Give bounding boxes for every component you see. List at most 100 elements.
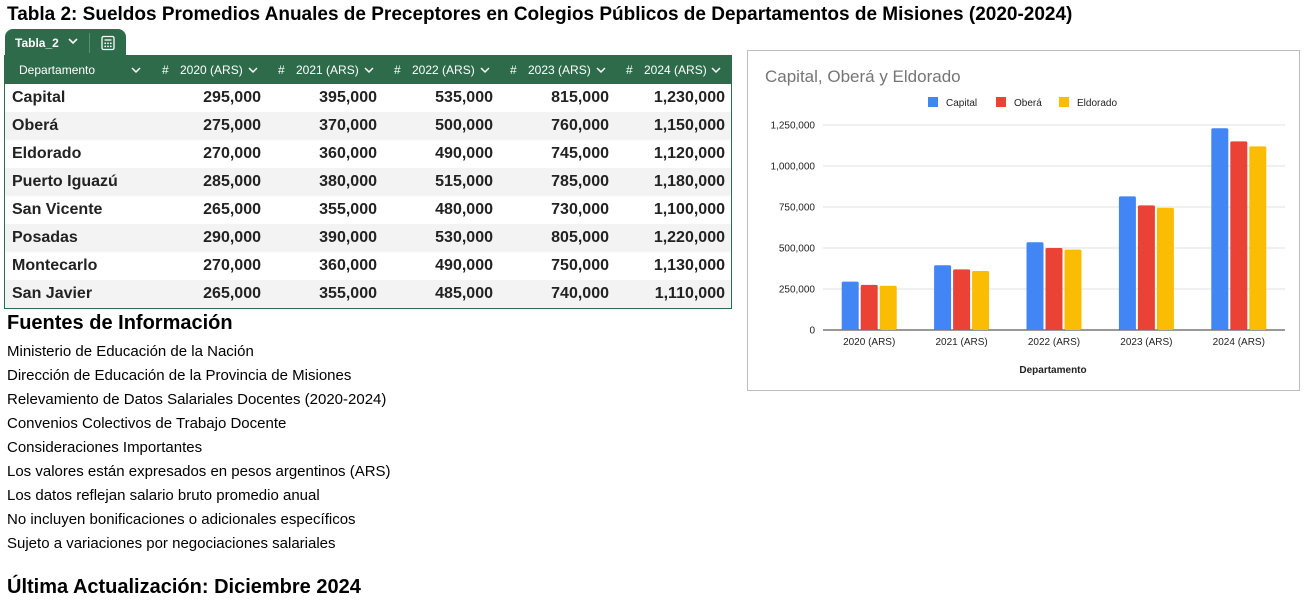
bar-oberá[interactable] (1045, 248, 1063, 330)
bar-capital[interactable] (841, 281, 859, 330)
x-tick-label: 2022 (ARS) (1028, 337, 1080, 348)
table-cell[interactable]: 490,000 (435, 145, 493, 162)
table-cell[interactable]: 1,220,000 (653, 229, 725, 246)
legend-label: Capital (946, 98, 977, 109)
table-cell[interactable]: 355,000 (319, 201, 377, 218)
table-cell[interactable]: 390,000 (319, 229, 377, 246)
bar-eldorado[interactable] (972, 270, 990, 330)
table-cell[interactable]: 265,000 (203, 285, 261, 302)
number-type-icon: # (394, 63, 401, 77)
table-cell[interactable]: Oberá (12, 117, 59, 134)
sources-heading: Fuentes de Información (7, 312, 233, 334)
column-header-2020[interactable]: 2020 (ARS) (180, 63, 243, 77)
y-tick-label: 0 (809, 326, 815, 337)
table-cell[interactable]: 1,230,000 (653, 89, 725, 106)
chevron-down-icon[interactable] (248, 65, 258, 75)
table-cell[interactable]: Montecarlo (12, 257, 98, 274)
bar-oberá[interactable] (953, 269, 971, 330)
chevron-down-icon[interactable] (364, 65, 374, 75)
number-type-icon: # (626, 63, 633, 77)
bar-capital[interactable] (1026, 242, 1044, 330)
table-cell[interactable]: 490,000 (435, 257, 493, 274)
table-cell[interactable]: 290,000 (203, 229, 261, 246)
chevron-down-icon[interactable] (480, 65, 490, 75)
table-cell[interactable]: San Vicente (12, 201, 103, 218)
table-cell[interactable]: 480,000 (435, 201, 493, 218)
table-cell[interactable]: 815,000 (551, 89, 609, 106)
source-line: Dirección de Educación de la Provincia d… (7, 367, 352, 384)
table-cell[interactable]: 380,000 (319, 173, 377, 190)
table-cell[interactable]: Puerto Iguazú (12, 173, 118, 190)
bar-eldorado[interactable] (1064, 249, 1082, 330)
table-cell[interactable]: 785,000 (551, 173, 609, 190)
column-header-2021[interactable]: 2021 (ARS) (296, 63, 359, 77)
table-cell[interactable]: 270,000 (203, 257, 261, 274)
bar-chart[interactable]: Capital, Oberá y Eldorado Capital Oberá El… (747, 50, 1300, 391)
table-cell[interactable]: San Javier (12, 285, 93, 302)
legend-swatch (1059, 97, 1069, 107)
bar-capital[interactable] (934, 265, 952, 330)
table-cell[interactable]: 1,120,000 (653, 145, 725, 162)
column-header-departamento[interactable]: Departamento (19, 63, 96, 77)
number-type-icon: # (278, 63, 285, 77)
calculator-icon[interactable] (100, 35, 116, 51)
source-line: Relevamiento de Datos Salariales Docente… (7, 391, 387, 408)
table-cell[interactable]: Posadas (12, 229, 78, 246)
table-cell[interactable]: 1,110,000 (654, 285, 725, 302)
column-header-2023[interactable]: 2023 (ARS) (528, 63, 591, 77)
chevron-down-icon[interactable] (68, 36, 78, 46)
table-cell[interactable]: 740,000 (551, 285, 609, 302)
y-tick-label: 500,000 (779, 244, 816, 255)
table-cell[interactable]: 370,000 (319, 117, 377, 134)
bar-oberá[interactable] (860, 284, 878, 330)
table-cell[interactable]: 355,000 (319, 285, 377, 302)
x-tick-label: 2024 (ARS) (1213, 337, 1265, 348)
table-cell[interactable]: 530,000 (435, 229, 493, 246)
y-tick-label: 1,000,000 (771, 162, 816, 173)
table-cell[interactable]: 760,000 (551, 117, 609, 134)
bar-capital[interactable] (1118, 196, 1136, 330)
table-cell[interactable]: 500,000 (435, 117, 493, 134)
bar-eldorado[interactable] (1156, 207, 1174, 330)
bar-eldorado[interactable] (1249, 146, 1267, 330)
x-axis-label: Departamento (1019, 365, 1086, 376)
column-header-2024[interactable]: 2024 (ARS) (644, 63, 707, 77)
bar-oberá[interactable] (1137, 205, 1155, 330)
table-cell[interactable]: 515,000 (435, 173, 493, 190)
table-cell[interactable]: 395,000 (319, 89, 377, 106)
table-cell[interactable]: 1,180,000 (653, 173, 725, 190)
chevron-down-icon[interactable] (596, 65, 606, 75)
bar-eldorado[interactable] (879, 285, 897, 330)
bar-oberá[interactable] (1230, 141, 1248, 330)
table-cell[interactable]: 360,000 (319, 145, 377, 162)
bar-capital[interactable] (1211, 128, 1229, 330)
table-cell[interactable]: 485,000 (435, 285, 493, 302)
table-cell[interactable]: 295,000 (203, 89, 261, 106)
table-cell[interactable]: 730,000 (551, 201, 609, 218)
table-cell[interactable]: Capital (12, 89, 66, 106)
legend-swatch (928, 97, 938, 107)
table-cell[interactable]: 805,000 (551, 229, 609, 246)
chevron-down-icon[interactable] (711, 65, 721, 75)
table-cell[interactable]: 1,100,000 (653, 201, 725, 218)
table-cell[interactable]: 275,000 (203, 117, 261, 134)
x-tick-label: 2023 (ARS) (1120, 337, 1172, 348)
table-cell[interactable]: 265,000 (203, 201, 261, 218)
table-cell[interactable]: 285,000 (203, 173, 261, 190)
table-tab[interactable] (5, 29, 126, 56)
table-cell[interactable]: Eldorado (12, 145, 82, 162)
source-line: Ministerio de Educación de la Nación (7, 343, 254, 360)
table-cell[interactable]: 360,000 (319, 257, 377, 274)
table-cell[interactable]: 1,130,000 (653, 257, 725, 274)
column-header-2022[interactable]: 2022 (ARS) (412, 63, 475, 77)
legend-swatch (996, 97, 1006, 107)
y-axis-ticks: 0 250,000 500,000 750,000 1,000,000 1,250,000 (771, 121, 816, 337)
chevron-down-icon[interactable] (131, 65, 141, 75)
table-cell[interactable]: 745,000 (551, 145, 609, 162)
table-header-row: Departamento # 2020 (ARS) # 2021 (ARS) #… (5, 56, 731, 84)
table-cell[interactable]: 535,000 (435, 89, 493, 106)
chart-gridlines (823, 124, 1285, 331)
table-cell[interactable]: 750,000 (551, 257, 609, 274)
table-cell[interactable]: 1,150,000 (653, 117, 725, 134)
table-cell[interactable]: 270,000 (203, 145, 261, 162)
